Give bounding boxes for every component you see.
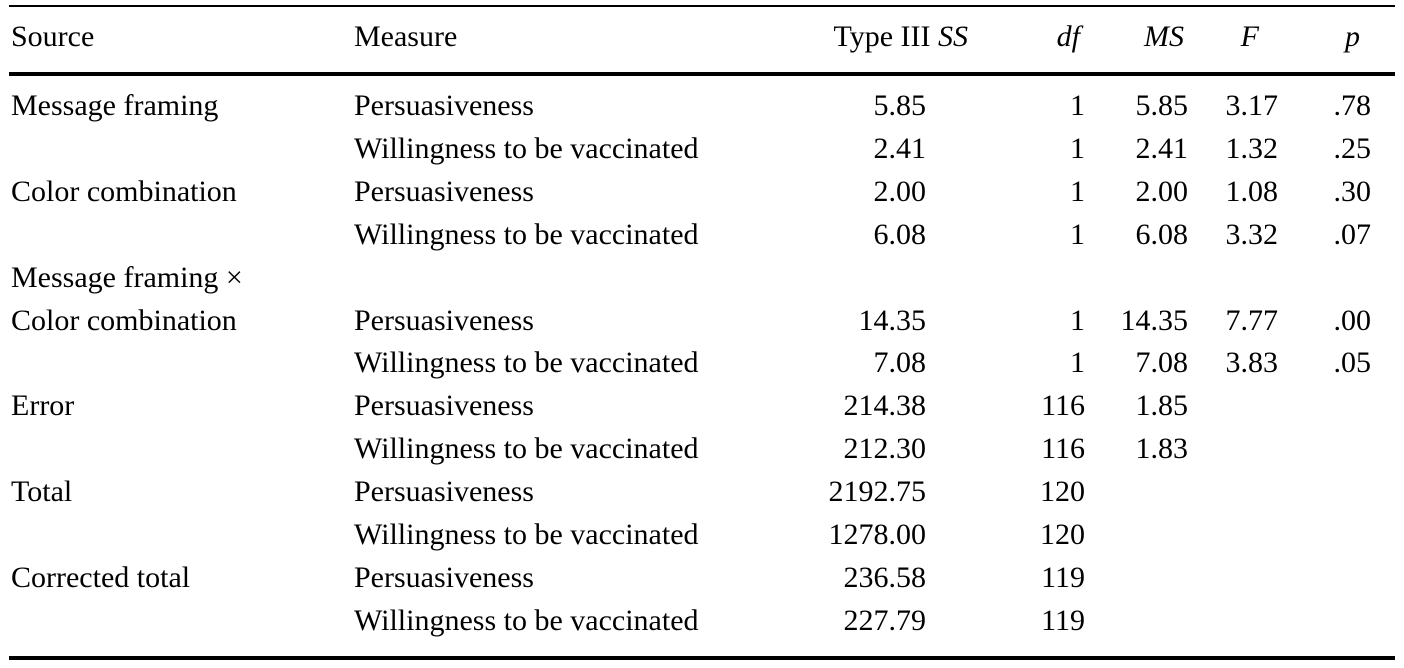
row-ms: 14.35 — [1120, 303, 1189, 337]
table-bottom-rule — [9, 656, 1395, 660]
row-type-iii-ss: 2.41 — [873, 131, 927, 165]
row-ms: 2.00 — [1135, 174, 1189, 208]
row-p: .05 — [1333, 346, 1372, 380]
header-measure: Measure — [354, 20, 458, 53]
header-source: Source — [11, 20, 95, 53]
header-f: F — [1240, 20, 1259, 53]
row-measure: Persuasiveness — [354, 303, 534, 337]
row-p: .00 — [1333, 303, 1372, 337]
row-type-iii-ss: 227.79 — [843, 603, 927, 637]
row-f: 3.17 — [1225, 89, 1279, 122]
row-f: 7.77 — [1225, 303, 1279, 337]
row-measure: Willingness to be vaccinated — [354, 217, 699, 251]
row-f: 3.83 — [1225, 346, 1279, 380]
row-p: .25 — [1333, 131, 1372, 165]
table-top-rule — [9, 5, 1395, 7]
row-measure: Willingness to be vaccinated — [354, 432, 699, 466]
header-ss-prefix: Type III — [833, 20, 938, 53]
header-ss-italic: SS — [938, 20, 968, 53]
row-measure: Persuasiveness — [354, 560, 534, 594]
row-measure: Willingness to be vaccinated — [354, 346, 699, 380]
table-row: Message framing Persuasiveness 5.85 1 5.85 3.… — [0, 84, 1404, 127]
table-row: Total Persuasiveness 2192.75 120 — [0, 470, 1404, 513]
row-ms: 2.41 — [1135, 131, 1189, 165]
table-row: Color combination Persuasiveness 14.35 1 14.… — [0, 299, 1404, 342]
table-header-rule — [9, 72, 1395, 76]
table-row: Error Persuasiveness 214.38 116 1.85 — [0, 384, 1404, 427]
row-df: 116 — [1041, 432, 1085, 466]
row-type-iii-ss: 7.08 — [873, 346, 927, 380]
row-p: .30 — [1333, 174, 1372, 208]
table-row: Willingness to be vaccinated 6.08 1 6.08 3.3… — [0, 213, 1404, 256]
table-row: Willingness to be vaccinated 2.41 1 2.41 1.3… — [0, 127, 1404, 170]
row-type-iii-ss: 236.58 — [843, 560, 927, 594]
row-df: 116 — [1041, 389, 1085, 423]
table-row: Corrected total Persuasiveness 236.58 119 — [0, 556, 1404, 599]
row-df: 119 — [1041, 560, 1085, 594]
row-measure: Persuasiveness — [354, 89, 534, 122]
row-type-iii-ss: 1278.00 — [828, 518, 927, 551]
table-row: Willingness to be vaccinated 227.79 119 — [0, 599, 1404, 642]
row-source: Error — [11, 389, 75, 423]
row-type-iii-ss: 212.30 — [843, 432, 927, 466]
row-df: 1 — [1070, 303, 1085, 337]
row-df: 1 — [1070, 346, 1085, 380]
row-df: 1 — [1070, 89, 1085, 122]
row-measure: Willingness to be vaccinated — [354, 518, 699, 551]
row-df: 119 — [1041, 603, 1085, 637]
header-type-iii-ss: Type III SS — [833, 15, 968, 58]
header-ms: MS — [1144, 20, 1184, 53]
row-source: Total — [11, 475, 73, 509]
row-df: 120 — [1040, 475, 1085, 509]
row-f: 1.08 — [1225, 174, 1279, 208]
row-ms: 5.85 — [1135, 89, 1189, 122]
row-f: 3.32 — [1225, 217, 1279, 251]
row-ms: 1.85 — [1135, 389, 1189, 423]
row-measure: Willingness to be vaccinated — [354, 131, 699, 165]
row-source: Color combination — [11, 303, 237, 337]
row-source: Message framing × — [11, 260, 243, 294]
row-type-iii-ss: 2192.75 — [828, 475, 927, 509]
row-measure: Persuasiveness — [354, 389, 534, 423]
row-ms: 7.08 — [1135, 346, 1189, 380]
row-df: 120 — [1040, 518, 1085, 551]
table-row: Willingness to be vaccinated 212.30 116 1.8… — [0, 427, 1404, 470]
row-type-iii-ss: 2.00 — [873, 174, 927, 208]
row-type-iii-ss: 5.85 — [873, 89, 927, 122]
row-ms: 6.08 — [1135, 217, 1189, 251]
row-type-iii-ss: 14.35 — [858, 303, 927, 337]
row-f: 1.32 — [1225, 131, 1279, 165]
row-p: .78 — [1333, 89, 1372, 122]
row-type-iii-ss: 214.38 — [843, 389, 927, 423]
row-df: 1 — [1070, 131, 1085, 165]
row-measure: Willingness to be vaccinated — [354, 603, 699, 637]
row-measure: Persuasiveness — [354, 174, 534, 208]
row-df: 1 — [1070, 174, 1085, 208]
table-row: Message framing × — [0, 256, 1404, 299]
table-row: Willingness to be vaccinated 1278.00 120 — [0, 513, 1404, 556]
row-type-iii-ss: 6.08 — [873, 217, 927, 251]
row-source: Color combination — [11, 174, 237, 208]
row-source: Corrected total — [11, 560, 191, 594]
row-df: 1 — [1070, 217, 1085, 251]
row-source: Message framing — [11, 89, 219, 122]
row-ms: 1.83 — [1135, 432, 1189, 466]
header-df: df — [1056, 20, 1080, 53]
row-p: .07 — [1333, 217, 1372, 251]
table-row: Color combination Persuasiveness 2.00 1 2.00… — [0, 170, 1404, 213]
header-p: p — [1345, 20, 1360, 53]
row-measure: Persuasiveness — [354, 475, 534, 509]
table-header-row: Source Measure Type III SS df MS F p — [0, 15, 1404, 58]
table-row: Willingness to be vaccinated 7.08 1 7.08 3.8… — [0, 341, 1404, 384]
